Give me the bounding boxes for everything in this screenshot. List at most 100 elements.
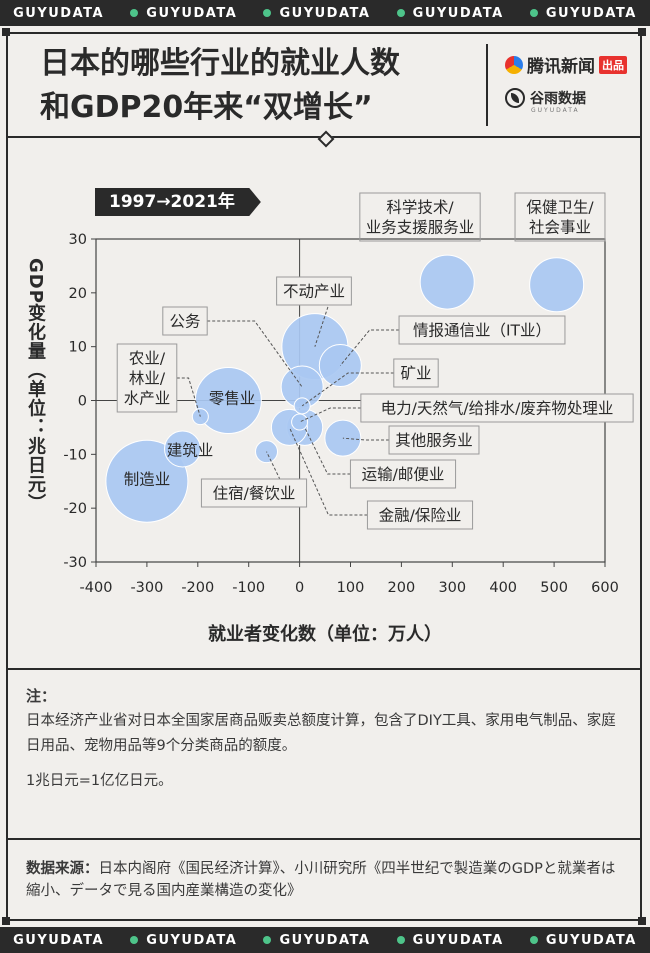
leader-line: [176, 377, 201, 417]
brand-band-item: GUYUDATA: [13, 932, 105, 948]
label-box: [366, 500, 474, 530]
brand-band-item: GUYUDATA: [263, 933, 370, 948]
bubble: [419, 254, 475, 310]
corner-square: [2, 28, 10, 36]
brand-band-item: GUYUDATA: [529, 933, 637, 948]
leaf-icon: [505, 88, 525, 108]
chart-bottom-rule: [8, 668, 640, 670]
corner-square: [2, 917, 10, 925]
brand-band-bottom: GUYUDATA GUYUDATA GUYUDATA GUYUDATA GUYU…: [0, 927, 650, 953]
label-box: [398, 315, 566, 345]
header-divider: [486, 44, 488, 126]
label-box: [393, 358, 439, 388]
dot-icon: [130, 936, 139, 944]
x-tick-label: 400: [489, 580, 517, 596]
y-tick-label: 30: [69, 232, 87, 248]
bubble-label: 林业/: [129, 370, 166, 388]
brand-band-item: GUYUDATA: [529, 6, 637, 21]
bubble-label: 其他服务业: [395, 432, 473, 450]
x-tick-label: -100: [232, 580, 265, 596]
title-line-1: 日本的哪些行业的就业人数: [40, 46, 400, 81]
source-rule: [8, 838, 640, 840]
y-tick-label: -20: [63, 501, 87, 517]
leader-line: [301, 372, 394, 407]
notes-paragraph: 1兆日元=1亿亿日元。: [26, 773, 173, 789]
y-tick-label: -30: [63, 555, 87, 571]
brand-band-item: GUYUDATA: [263, 6, 370, 21]
brand-band-item: GUYUDATA: [130, 933, 237, 948]
brand-band-item: GUYUDATA: [396, 933, 504, 948]
notes-section: 注： 日本经济产业省对日本全国家居商品贩卖总额度计算，包含了DIY工具、家用电气…: [26, 684, 626, 794]
source-text: 日本内阁府《国民经济计算》、小川研究所《四半世纪で製造業のGDPと就業者は縮小、…: [26, 861, 616, 899]
source-label: 数据来源：: [26, 861, 99, 877]
bubble: [164, 430, 202, 468]
x-tick-label: -300: [130, 580, 163, 596]
bubble-label: 建筑业: [167, 442, 214, 460]
label-box: [276, 276, 352, 306]
label-box: [360, 393, 634, 423]
y-tick-label: 0: [78, 394, 87, 410]
bubble: [291, 413, 309, 431]
content-frame: [6, 32, 642, 921]
dot-icon: [396, 9, 405, 17]
x-tick-label: 600: [591, 580, 619, 596]
x-tick-label: 500: [540, 580, 568, 596]
bubble-label: 水产业: [124, 390, 171, 408]
bubble: [105, 439, 189, 523]
x-tick-label: -200: [181, 580, 214, 596]
leader-line: [339, 329, 400, 366]
label-box: [349, 459, 457, 489]
bubble-label: 科学技术/: [386, 199, 454, 217]
title-line-2: 和GDP20年来“双增长”: [40, 90, 373, 125]
bubble-label: 矿业: [400, 365, 431, 383]
y-tick-label: 20: [69, 286, 87, 302]
x-tick-label: 100: [337, 580, 365, 596]
brand-band-item: GUYUDATA: [130, 6, 237, 21]
leader-line: [288, 427, 368, 516]
year-badge: 1997→2021年: [95, 188, 261, 216]
x-tick-label: -400: [80, 580, 113, 596]
leader-line: [207, 320, 303, 388]
bubble-label: 运输/邮便业: [362, 466, 445, 484]
brand-band-top: GUYUDATA GUYUDATA GUYUDATA GUYUDATA GUYU…: [0, 0, 650, 26]
label-box: [388, 425, 480, 455]
bubble-label: 情报通信业（IT业）: [413, 322, 551, 340]
notes-heading: 注：: [26, 687, 57, 705]
bubble-label: 零售业: [209, 390, 256, 408]
y-axis-label: GDP变化量（单位：兆日元）: [25, 258, 46, 513]
x-tick-label: 200: [388, 580, 416, 596]
corner-square: [638, 28, 646, 36]
label-box: [359, 192, 481, 242]
guyu-data-logo: 谷雨数据 GUYUDATA: [505, 88, 586, 114]
bubble-label: 公务: [169, 313, 200, 331]
bubble-label: 住宿/餐饮业: [213, 485, 296, 503]
bubble-label: 业务支援服务业: [366, 219, 475, 237]
bubble-label: 电力/天然气/给排水/废弃物处理业: [381, 400, 614, 418]
bubble-label: 制造业: [124, 471, 171, 489]
bubble-label: 金融/保险业: [379, 507, 462, 525]
notes-paragraph: 日本经济产业省对日本全国家居商品贩卖总额度计算，包含了DIY工具、家用电气制品、…: [26, 713, 616, 754]
bubble-label: 农业/: [129, 350, 166, 368]
bubble: [529, 257, 585, 313]
bubble-label: 不动产业: [283, 283, 345, 301]
y-tick-label: 10: [69, 340, 87, 356]
label-box: [116, 343, 178, 413]
label-box: [514, 192, 606, 242]
tencent-news-logo: 腾讯新闻 出品: [505, 52, 627, 77]
x-tick-label: 0: [295, 580, 304, 596]
corner-square: [638, 917, 646, 925]
dot-icon: [529, 9, 538, 17]
penguin-icon: [505, 55, 523, 74]
leader-line: [299, 407, 361, 423]
dot-icon: [396, 936, 405, 944]
brand-band-item: GUYUDATA: [396, 6, 504, 21]
bubble-label: 社会事业: [529, 219, 591, 237]
dot-icon: [263, 936, 272, 944]
dot-icon: [529, 936, 538, 944]
dot-icon: [130, 9, 139, 17]
leader-line: [304, 427, 351, 475]
label-box: [162, 306, 208, 336]
source-section: 数据来源：日本内阁府《国民经济计算》、小川研究所《四半世纪で製造業のGDPと就業…: [26, 858, 626, 902]
page-title: 日本的哪些行业的就业人数 和GDP20年来“双增长”: [40, 42, 470, 130]
